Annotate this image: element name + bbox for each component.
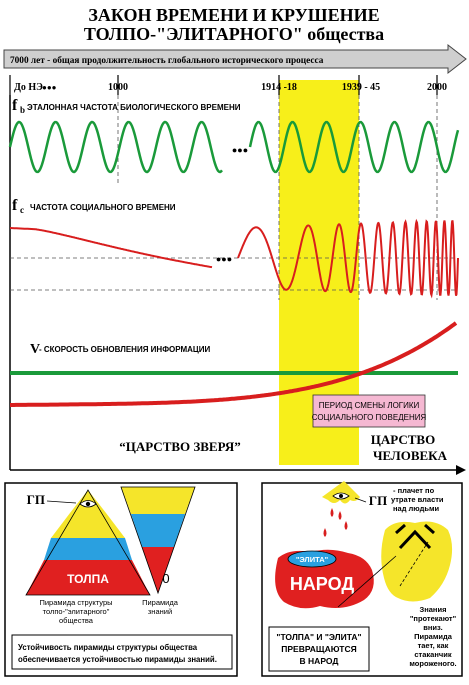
tear-drop-icon bbox=[344, 521, 348, 530]
tick-label-bc: До НЭ bbox=[14, 82, 43, 93]
tick-dots: ●●● bbox=[42, 83, 57, 92]
period-box-line2: СОЦИАЛЬНОГО ПОВЕДЕНИЯ bbox=[312, 413, 427, 422]
pyramid-layer-blue bbox=[44, 538, 132, 560]
transform-caption-box bbox=[268, 626, 370, 672]
pyramid-caption-3: общества bbox=[59, 616, 94, 625]
freq-bio-label: ЭТАЛОННАЯ ЧАСТОТА БИОЛОГИЧЕСКОГО ВРЕМЕНИ bbox=[27, 103, 241, 112]
knowledge-note-3: вниз. bbox=[423, 623, 443, 632]
gp-note-3: над людьми bbox=[393, 504, 440, 513]
period-box bbox=[312, 394, 426, 428]
stability-note-2: обеспечивается устойчивостью пирамиды зн… bbox=[18, 655, 217, 664]
melting-apex bbox=[322, 481, 360, 504]
knowledge-note-2: "протекают" bbox=[410, 614, 457, 623]
guide-lines bbox=[10, 95, 458, 300]
human-kingdom-line1: ЦАРСТВО bbox=[371, 432, 435, 447]
elite-ellipse bbox=[287, 550, 337, 568]
blob-hatch bbox=[399, 541, 429, 587]
timeline-tick-marks bbox=[9, 75, 438, 95]
axis-arrowhead bbox=[456, 465, 466, 475]
info-speed-symbol: V bbox=[30, 342, 40, 357]
crowd-label: ТОЛПА bbox=[67, 572, 109, 586]
knowledge-note-1: Знания bbox=[420, 605, 447, 614]
freq-bio-subscript: b bbox=[20, 105, 25, 115]
zero-label: 0 bbox=[162, 571, 169, 586]
knowledge-layer-blue bbox=[131, 514, 185, 547]
title-line2: ТОЛПО-"ЭЛИТАРНОГО" общества bbox=[84, 24, 384, 44]
transform-caption-3: В НАРОД bbox=[300, 656, 339, 666]
pyramid-caption-2: толпо-"элитарного" bbox=[43, 607, 110, 616]
freq-soc-symbol: f bbox=[12, 197, 18, 214]
freq-bio-symbol: f bbox=[12, 97, 18, 114]
gp-label-right: ГП bbox=[369, 493, 387, 508]
tick-label-2000: 2000 bbox=[427, 82, 447, 93]
period-box-line1: ПЕРИОД СМЕНЫ ЛОГИКИ bbox=[319, 401, 420, 410]
soc-wave-right bbox=[237, 218, 459, 299]
tick-label-1939: 1939 - 45 bbox=[342, 82, 380, 93]
knowledge-note-6: стаканчик bbox=[414, 650, 451, 659]
ellipsis-bio: ●●● bbox=[232, 145, 248, 155]
timeline-arrow bbox=[3, 43, 467, 75]
knowledge-caption-2: знаний bbox=[148, 607, 172, 616]
tear-drop-icon bbox=[338, 511, 342, 520]
elite-label: "ЭЛИТА" bbox=[296, 555, 329, 564]
eye-pupil-icon bbox=[85, 501, 91, 507]
tear-drop-icon bbox=[330, 508, 334, 517]
gp-pointer-right bbox=[354, 497, 367, 503]
stability-note-1: Устойчивость пирамиды структуры общества bbox=[18, 643, 198, 652]
gp-note-2: утрате власти bbox=[391, 495, 444, 504]
melting-knowledge-blob bbox=[381, 521, 453, 602]
transform-caption-2: ПРЕВРАЩАЮТСЯ bbox=[281, 644, 356, 654]
knowledge-note-7: мороженого. bbox=[409, 659, 456, 668]
knowledge-note-4: Пирамида bbox=[414, 632, 453, 641]
bio-wave-left bbox=[8, 120, 223, 174]
knowledge-note-5: тает, как bbox=[418, 641, 449, 650]
knowledge-layer-yellow bbox=[121, 487, 195, 514]
eye-pupil-icon-right bbox=[339, 494, 343, 498]
tick-label-1000: 1000 bbox=[108, 82, 128, 93]
people-label: НАРОД bbox=[290, 574, 355, 594]
human-kingdom-line2: ЧЕЛОВЕКА bbox=[373, 448, 448, 463]
beast-kingdom-label: “ЦАРСТВО ЗВЕРЯ” bbox=[119, 439, 241, 454]
gp-label-left: ГП bbox=[27, 492, 45, 507]
pyramid-layer-yellow bbox=[51, 513, 125, 538]
title-line1: ЗАКОН ВРЕМЕНИ И КРУШЕНИЕ bbox=[88, 5, 379, 25]
arrows-up-icon bbox=[395, 523, 435, 550]
gp-pointer bbox=[46, 500, 77, 504]
knowledge-caption-1: Пирамида bbox=[142, 598, 179, 607]
freq-soc-label: ЧАСТОТА СОЦИАЛЬНОГО ВРЕМЕНИ bbox=[30, 203, 176, 212]
knowledge-pyramid-outline bbox=[120, 486, 196, 595]
tear-drop-icon bbox=[323, 528, 327, 537]
blob-connector bbox=[337, 555, 397, 608]
pyramid-outline bbox=[25, 489, 151, 596]
knowledge-layer-red bbox=[142, 547, 174, 593]
transform-caption-1: "ТОЛПА" И "ЭЛИТА" bbox=[276, 632, 361, 642]
timeline-arrow-text: 7000 лет - общая продолжительность глоба… bbox=[10, 55, 324, 66]
pyramid-layer-red bbox=[26, 560, 150, 595]
stability-note-box bbox=[11, 634, 233, 670]
ellipsis-soc: ●●● bbox=[216, 254, 232, 264]
soc-wave-left bbox=[10, 227, 213, 269]
pyramid-caption-1: Пирамида структуры bbox=[39, 598, 112, 607]
freq-soc-subscript: c bbox=[20, 205, 24, 215]
bio-wave-right bbox=[248, 120, 460, 174]
info-speed-label: - СКОРОСТЬ ОБНОВЛЕНИЯ ИНФОРМАЦИИ bbox=[39, 345, 211, 354]
info-speed-curve bbox=[10, 321, 458, 407]
tick-label-1914: 1914 -18 bbox=[261, 82, 297, 93]
gp-note-1: - плачет по bbox=[393, 486, 435, 495]
